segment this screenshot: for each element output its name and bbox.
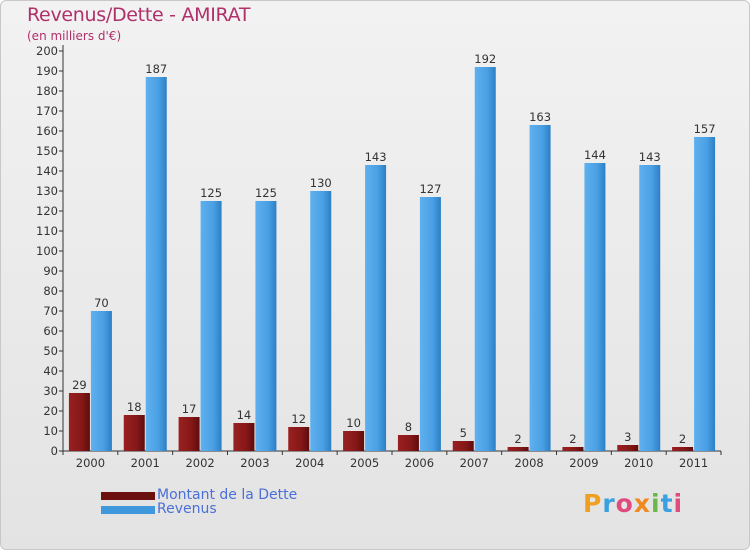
logo-letter: i bbox=[673, 489, 684, 518]
logo-letter: o bbox=[615, 489, 634, 518]
data-label-dette: 18 bbox=[127, 400, 142, 414]
y-tick-label: 140 bbox=[36, 164, 58, 178]
data-label-revenus: 143 bbox=[365, 150, 387, 164]
y-tick-label: 20 bbox=[43, 404, 58, 418]
bar-dette bbox=[452, 441, 474, 451]
y-tick-label: 100 bbox=[36, 244, 58, 258]
y-tick-label: 120 bbox=[36, 204, 58, 218]
data-label-dette: 2 bbox=[569, 432, 576, 446]
y-tick-label: 40 bbox=[43, 364, 58, 378]
bar-revenus bbox=[255, 201, 277, 451]
x-tick-label: 2000 bbox=[76, 456, 105, 470]
bar-dette bbox=[562, 447, 584, 451]
data-label-dette: 3 bbox=[624, 430, 631, 444]
logo-letter: P bbox=[583, 489, 603, 518]
logo-letter: t bbox=[660, 489, 674, 518]
data-label-revenus: 157 bbox=[694, 122, 716, 136]
logo-letter: r bbox=[602, 489, 616, 518]
bar-revenus bbox=[694, 137, 716, 451]
bar-revenus bbox=[200, 201, 222, 451]
x-tick-label: 2007 bbox=[460, 456, 489, 470]
data-label-revenus: 163 bbox=[529, 110, 551, 124]
bar-dette bbox=[68, 393, 90, 451]
bar-revenus bbox=[529, 125, 551, 451]
data-label-dette: 2 bbox=[679, 432, 686, 446]
y-tick-label: 200 bbox=[36, 44, 58, 58]
y-tick-label: 50 bbox=[43, 344, 58, 358]
bar-revenus bbox=[639, 165, 661, 451]
data-label-revenus: 125 bbox=[200, 186, 222, 200]
x-tick-label: 2010 bbox=[624, 456, 653, 470]
data-label-revenus: 70 bbox=[94, 296, 109, 310]
logo-letter: i bbox=[651, 489, 661, 518]
y-tick-label: 70 bbox=[43, 304, 58, 318]
x-tick-label: 2005 bbox=[350, 456, 379, 470]
bar-revenus bbox=[90, 311, 112, 451]
bar-revenus bbox=[584, 163, 606, 451]
x-tick-label: 2011 bbox=[679, 456, 708, 470]
bar-dette bbox=[123, 415, 145, 451]
data-label-dette: 8 bbox=[405, 420, 412, 434]
bar-dette bbox=[343, 431, 365, 451]
data-label-dette: 10 bbox=[346, 416, 361, 430]
y-tick-label: 180 bbox=[36, 84, 58, 98]
data-label-dette: 12 bbox=[291, 412, 306, 426]
chart-subtitle: (en milliers d'€) bbox=[27, 29, 122, 43]
legend-swatch-revenus bbox=[101, 506, 155, 514]
x-tick-label: 2004 bbox=[295, 456, 324, 470]
chart-title: Revenus/Dette - AMIRAT bbox=[27, 4, 251, 26]
data-label-revenus: 125 bbox=[255, 186, 277, 200]
data-label-dette: 29 bbox=[72, 378, 87, 392]
x-tick-label: 2008 bbox=[514, 456, 543, 470]
data-label-dette: 2 bbox=[514, 432, 521, 446]
data-label-dette: 14 bbox=[237, 408, 252, 422]
data-label-revenus: 192 bbox=[474, 52, 496, 66]
y-tick-label: 60 bbox=[43, 324, 58, 338]
bar-dette bbox=[672, 447, 694, 451]
bar-dette bbox=[617, 445, 639, 451]
x-tick-label: 2001 bbox=[131, 456, 160, 470]
data-label-revenus: 143 bbox=[639, 150, 661, 164]
y-tick-label: 10 bbox=[43, 424, 58, 438]
bar-revenus bbox=[365, 165, 387, 451]
data-label-revenus: 127 bbox=[419, 182, 441, 196]
y-tick-label: 170 bbox=[36, 104, 58, 118]
bar-dette bbox=[288, 427, 310, 451]
bar-dette bbox=[507, 447, 529, 451]
x-tick-label: 2009 bbox=[569, 456, 598, 470]
legend-label-revenus: Revenus bbox=[157, 501, 217, 517]
y-tick-label: 80 bbox=[43, 284, 58, 298]
bar-revenus bbox=[310, 191, 332, 451]
bar-revenus bbox=[474, 67, 496, 451]
x-tick-label: 2006 bbox=[405, 456, 434, 470]
y-tick-label: 160 bbox=[36, 124, 58, 138]
data-label-revenus: 144 bbox=[584, 148, 606, 162]
x-tick-label: 2002 bbox=[185, 456, 214, 470]
y-tick-label: 110 bbox=[36, 224, 58, 238]
y-tick-label: 190 bbox=[36, 64, 58, 78]
data-label-revenus: 130 bbox=[310, 176, 332, 190]
y-tick-label: 130 bbox=[36, 184, 58, 198]
bar-revenus bbox=[145, 77, 167, 451]
bar-revenus bbox=[419, 197, 441, 451]
y-tick-label: 30 bbox=[43, 384, 58, 398]
legend-label-dette: Montant de la Dette bbox=[157, 487, 298, 503]
bar-dette bbox=[233, 423, 255, 451]
y-tick-label: 0 bbox=[51, 444, 58, 458]
legend-swatch-dette bbox=[101, 492, 155, 500]
data-label-dette: 5 bbox=[460, 426, 467, 440]
y-tick-label: 90 bbox=[43, 264, 58, 278]
x-tick-label: 2003 bbox=[240, 456, 269, 470]
proxiti-logo: Proxiti bbox=[583, 489, 683, 518]
bar-dette bbox=[397, 435, 419, 451]
y-tick-label: 150 bbox=[36, 144, 58, 158]
logo-letter: x bbox=[633, 489, 651, 518]
data-label-dette: 17 bbox=[182, 402, 197, 416]
bar-dette bbox=[178, 417, 200, 451]
data-label-revenus: 187 bbox=[145, 62, 167, 76]
